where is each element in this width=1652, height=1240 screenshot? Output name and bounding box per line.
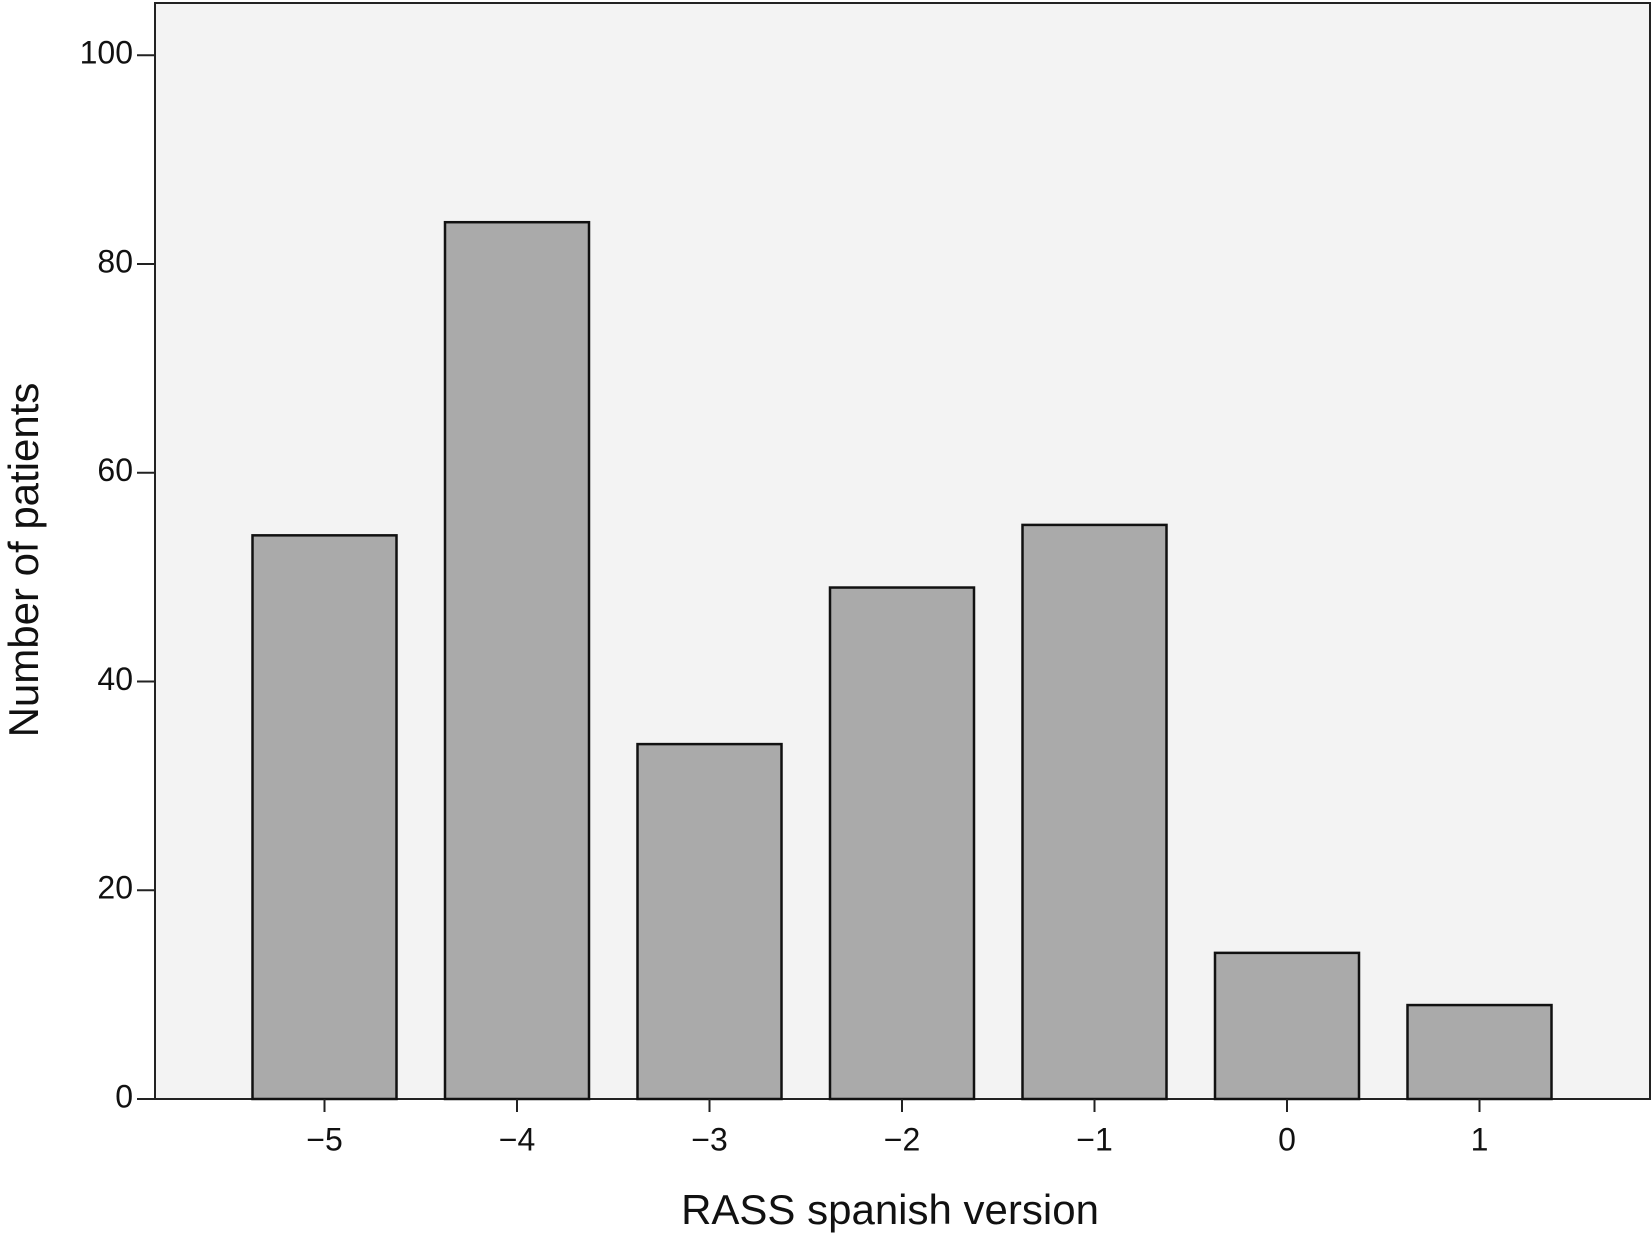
- bar: [1021, 523, 1168, 1101]
- bar: [636, 742, 783, 1101]
- y-axis-title: Number of patients: [0, 383, 47, 738]
- x-tick-label: −4: [499, 1121, 535, 1157]
- y-tick-label: 40: [97, 661, 133, 697]
- y-tick-label: 0: [115, 1078, 133, 1114]
- y-tick-label: 20: [97, 870, 133, 906]
- x-axis-title: RASS spanish version: [681, 1186, 1099, 1233]
- x-tick-label: −2: [884, 1121, 920, 1157]
- y-tick-label: 80: [97, 243, 133, 279]
- x-tick-label: −5: [306, 1121, 342, 1157]
- y-tick-label: 100: [80, 35, 133, 71]
- bar: [251, 534, 398, 1101]
- bar: [1406, 1003, 1553, 1101]
- x-tick-label: 0: [1278, 1121, 1296, 1157]
- bar: [443, 220, 591, 1101]
- x-tick-label: −3: [691, 1121, 727, 1157]
- bar: [828, 586, 976, 1101]
- y-tick-label: 60: [97, 452, 133, 488]
- bar: [1213, 951, 1361, 1101]
- x-tick-label: −1: [1076, 1121, 1112, 1157]
- x-tick-label: 1: [1471, 1121, 1489, 1157]
